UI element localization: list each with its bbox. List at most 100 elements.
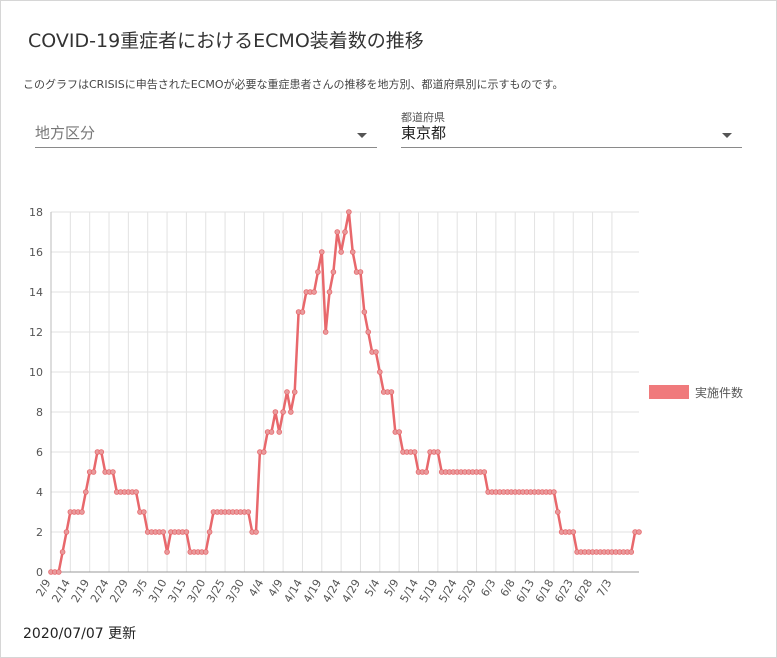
data-point bbox=[361, 309, 368, 315]
data-point bbox=[253, 529, 259, 535]
x-tick-label: 3/30 bbox=[223, 577, 247, 605]
y-tick-label: 12 bbox=[29, 326, 43, 339]
data-point bbox=[423, 469, 430, 475]
data-point bbox=[90, 469, 97, 475]
prefecture-select-label: 都道府県 bbox=[401, 111, 445, 124]
chevron-down-icon bbox=[722, 133, 732, 138]
data-point bbox=[183, 529, 190, 535]
data-point bbox=[79, 509, 85, 515]
x-tick-label: 2/14 bbox=[49, 577, 73, 605]
x-tick-label: 5/24 bbox=[436, 577, 460, 605]
x-tick-label: 6/18 bbox=[533, 577, 557, 605]
x-tick-label: 2/19 bbox=[69, 577, 93, 605]
x-tick-label: 5/19 bbox=[417, 577, 441, 605]
data-point bbox=[346, 209, 352, 215]
data-point bbox=[326, 289, 333, 295]
data-point bbox=[55, 569, 62, 575]
prefecture-select[interactable]: 東京都 bbox=[401, 123, 742, 148]
data-point bbox=[554, 509, 561, 515]
legend-swatch[interactable] bbox=[649, 385, 689, 399]
x-tick-label: 6/3 bbox=[478, 577, 498, 599]
data-point bbox=[628, 549, 635, 555]
x-tick-label: 3/20 bbox=[185, 577, 209, 605]
data-point bbox=[276, 429, 283, 435]
data-point bbox=[288, 409, 294, 415]
legend-label: 実施件数 bbox=[695, 386, 744, 400]
x-tick-label: 4/29 bbox=[339, 577, 363, 605]
data-point bbox=[481, 469, 488, 475]
data-point bbox=[357, 269, 364, 275]
data-point bbox=[315, 269, 321, 275]
x-tick-label: 4/4 bbox=[246, 577, 266, 599]
x-tick-label: 3/25 bbox=[204, 577, 228, 605]
x-tick-label: 4/24 bbox=[320, 577, 344, 605]
data-point bbox=[396, 429, 402, 435]
data-point bbox=[268, 429, 275, 435]
data-point bbox=[318, 249, 325, 255]
data-point bbox=[291, 389, 298, 395]
data-point bbox=[202, 549, 209, 555]
data-point bbox=[388, 389, 395, 395]
y-tick-label: 16 bbox=[29, 246, 43, 259]
x-tick-label: 6/13 bbox=[514, 577, 538, 605]
data-point bbox=[284, 389, 290, 395]
data-point bbox=[365, 329, 372, 335]
data-point bbox=[338, 249, 344, 255]
data-point bbox=[636, 529, 642, 535]
data-point bbox=[98, 449, 105, 455]
data-point bbox=[570, 529, 577, 535]
data-point bbox=[280, 409, 286, 415]
data-point bbox=[206, 529, 213, 535]
x-tick-label: 2/29 bbox=[107, 577, 131, 605]
data-point bbox=[63, 529, 70, 535]
y-tick-label: 4 bbox=[36, 486, 43, 499]
data-point bbox=[164, 549, 170, 555]
data-point bbox=[299, 309, 306, 315]
data-point bbox=[260, 449, 267, 455]
data-point bbox=[160, 529, 166, 535]
region-select-placeholder: 地方区分 bbox=[35, 124, 96, 142]
data-point bbox=[334, 229, 341, 235]
data-point bbox=[133, 489, 139, 495]
x-tick-label: 7/3 bbox=[594, 577, 614, 599]
x-tick-label: 5/14 bbox=[397, 577, 421, 605]
x-tick-label: 3/10 bbox=[146, 577, 170, 605]
x-tick-label: 3/15 bbox=[165, 577, 189, 605]
chevron-down-icon bbox=[357, 133, 367, 138]
x-tick-label: 4/19 bbox=[301, 577, 325, 605]
data-point bbox=[322, 329, 329, 335]
y-tick-label: 0 bbox=[36, 566, 43, 579]
data-point bbox=[272, 409, 279, 415]
data-point bbox=[435, 449, 441, 455]
chart-description: このグラフはCRISISに申告されたECMOが必要な重症患者さんの推移を地方別、… bbox=[23, 78, 564, 91]
y-tick-label: 6 bbox=[36, 446, 43, 459]
data-point bbox=[349, 249, 356, 255]
page-title: COVID-19重症者におけるECMO装着数の推移 bbox=[28, 30, 424, 52]
y-tick-label: 18 bbox=[29, 206, 43, 219]
y-tick-label: 2 bbox=[36, 526, 43, 539]
x-tick-label: 6/23 bbox=[552, 577, 576, 605]
data-point bbox=[373, 349, 379, 355]
region-select[interactable]: 地方区分 bbox=[35, 123, 377, 148]
y-tick-label: 14 bbox=[29, 286, 43, 299]
data-point bbox=[311, 289, 317, 295]
data-point bbox=[141, 509, 147, 515]
data-point bbox=[59, 549, 66, 555]
updated-timestamp: 2020/07/07 更新 bbox=[23, 626, 137, 642]
x-tick-label: 4/14 bbox=[281, 577, 305, 605]
y-tick-label: 8 bbox=[36, 406, 43, 419]
data-point bbox=[551, 489, 557, 495]
data-point bbox=[110, 469, 116, 475]
data-point bbox=[245, 509, 252, 515]
x-tick-label: 5/29 bbox=[456, 577, 480, 605]
prefecture-select-value: 東京都 bbox=[401, 124, 447, 142]
data-point bbox=[83, 489, 89, 495]
x-tick-label: 6/28 bbox=[572, 577, 596, 605]
data-point bbox=[411, 449, 418, 455]
y-tick-label: 10 bbox=[29, 366, 43, 379]
data-point bbox=[342, 229, 348, 235]
x-tick-label: 2/24 bbox=[88, 577, 112, 605]
data-point bbox=[330, 269, 337, 275]
x-tick-label: 5/4 bbox=[362, 577, 382, 599]
